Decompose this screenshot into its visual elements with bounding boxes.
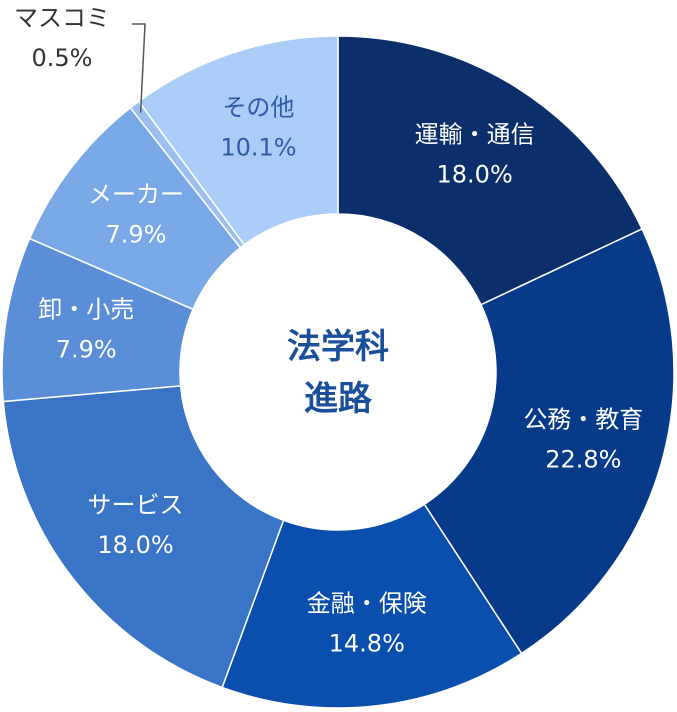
slice-0-label: 運輸・通信: [415, 121, 535, 149]
donut-center: 法学科 進路: [287, 327, 389, 419]
slice-2-label: 金融・保険: [307, 589, 427, 617]
slice-4-label: 卸・小売: [38, 295, 134, 323]
slice-6-percent: 0.5%: [32, 44, 93, 72]
slice-0-percent: 18.0%: [437, 161, 513, 189]
slice-3-label: サービス: [88, 491, 184, 519]
slice-6-leader-line: [132, 23, 146, 113]
slice-5-label: メーカー: [88, 180, 184, 208]
slice-4-percent: 7.9%: [56, 335, 117, 363]
slice-1: [423, 227, 675, 655]
center-title-line-1: 法学科: [287, 327, 389, 367]
slice-7-percent: 10.1%: [220, 134, 296, 162]
center-title-line-2: 進路: [304, 379, 373, 419]
slice-7: [137, 35, 339, 246]
slice-2-percent: 14.8%: [329, 629, 405, 657]
slice-0: [337, 35, 644, 306]
slice-7-label: その他: [222, 94, 294, 122]
donut-slices: [1, 35, 675, 709]
slice-1-label: 公務・教育: [523, 406, 643, 434]
slice-1-percent: 22.8%: [545, 446, 621, 474]
slice-2: [221, 503, 523, 709]
slice-labels: 運輸・通信 18.0% 公務・教育 22.8% 金融・保険 14.8% サービス 18.0% 卸…: [14, 4, 643, 657]
slice-3: [2, 385, 285, 689]
slice-5-percent: 7.9%: [106, 220, 167, 248]
slice-3-percent: 18.0%: [97, 531, 173, 559]
slice-6-label: マスコミ: [14, 4, 110, 32]
